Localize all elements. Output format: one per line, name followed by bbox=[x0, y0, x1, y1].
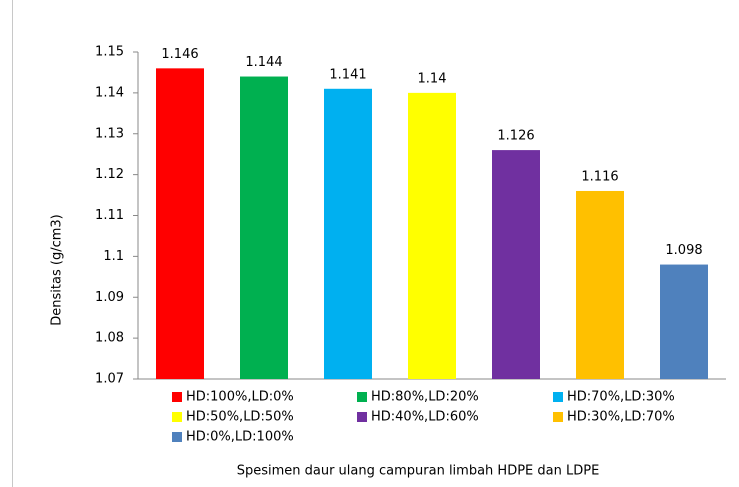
data-label: 1.098 bbox=[665, 243, 702, 258]
data-label: 1.146 bbox=[161, 47, 198, 62]
legend-label: HD:40%,LD:60% bbox=[371, 410, 479, 425]
legend-swatch bbox=[172, 412, 182, 422]
legend-label: HD:70%,LD:30% bbox=[567, 390, 675, 405]
bar bbox=[240, 76, 288, 380]
legend-swatch bbox=[553, 392, 563, 402]
y-tick-label: 1.12 bbox=[95, 167, 124, 182]
data-label: 1.141 bbox=[329, 67, 366, 82]
legend-label: HD:30%,LD:70% bbox=[567, 410, 675, 425]
y-axis-title: Densitas (g/cm3) bbox=[50, 214, 65, 325]
bar bbox=[324, 88, 372, 379]
y-tick-label: 1.08 bbox=[95, 331, 124, 346]
y-tick-label: 1.15 bbox=[95, 45, 124, 60]
data-label: 1.126 bbox=[497, 129, 534, 144]
x-axis-title: Spesimen daur ulang campuran limbah HDPE… bbox=[237, 464, 600, 479]
data-label: 1.144 bbox=[245, 55, 282, 70]
legend-swatch bbox=[553, 412, 563, 422]
y-tick-label: 1.1 bbox=[103, 249, 124, 264]
legend-swatch bbox=[357, 412, 367, 422]
y-tick-label: 1.13 bbox=[95, 126, 124, 141]
legend-swatch bbox=[172, 392, 182, 402]
bar bbox=[408, 92, 456, 379]
bar bbox=[156, 68, 204, 379]
bar bbox=[492, 150, 540, 379]
y-tick-label: 1.07 bbox=[95, 372, 124, 387]
legend-label: HD:50%,LD:50% bbox=[186, 410, 294, 425]
data-label: 1.116 bbox=[581, 169, 618, 184]
y-tick-label: 1.14 bbox=[95, 85, 124, 100]
data-label: 1.14 bbox=[418, 71, 447, 86]
y-tick-label: 1.11 bbox=[95, 208, 124, 223]
y-tick-label: 1.09 bbox=[95, 290, 124, 305]
legend-swatch bbox=[357, 392, 367, 402]
bar bbox=[660, 264, 708, 379]
legend-label: HD:0%,LD:100% bbox=[186, 430, 294, 445]
legend-label: HD:100%,LD:0% bbox=[186, 390, 294, 405]
bar bbox=[576, 190, 624, 379]
legend-swatch bbox=[172, 432, 182, 442]
legend-label: HD:80%,LD:20% bbox=[371, 390, 479, 405]
